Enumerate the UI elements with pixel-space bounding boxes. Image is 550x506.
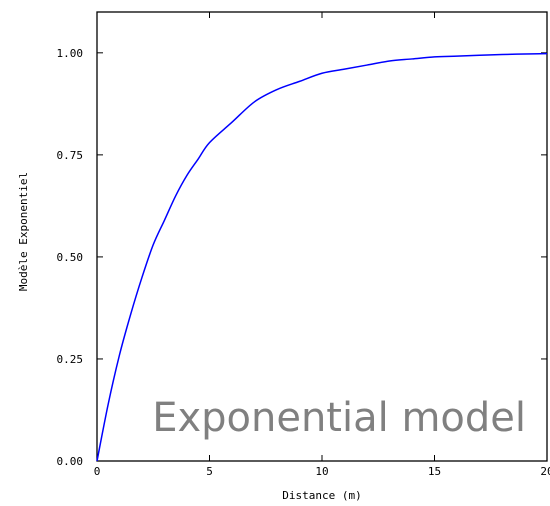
ticks-group <box>96 12 548 462</box>
x-tick-label: 20 <box>540 465 550 478</box>
x-tick-label: 0 <box>94 465 101 478</box>
x-axis-label: Distance (m) <box>282 489 361 502</box>
series-group <box>96 52 548 462</box>
y-axis-label: Modèle Exponentiel <box>17 172 30 291</box>
x-tick-label: 10 <box>315 465 328 478</box>
overlay-annotation: Exponential model <box>152 395 526 441</box>
series-line <box>96 52 548 462</box>
plot-frame <box>96 11 548 462</box>
tick-labels-group: 0 5 10 15 20 0.00 0.25 0.50 0.75 1.00 <box>57 47 550 478</box>
y-tick-label: 0.50 <box>57 251 84 264</box>
plot-frame-group <box>96 11 548 462</box>
y-tick-label: 1.00 <box>57 47 84 60</box>
y-tick-label: 0.75 <box>57 149 84 162</box>
x-tick-label: 15 <box>428 465 441 478</box>
x-tick-label: 5 <box>206 465 213 478</box>
y-tick-label: 0.25 <box>57 353 84 366</box>
y-tick-label: 0.00 <box>57 455 84 468</box>
